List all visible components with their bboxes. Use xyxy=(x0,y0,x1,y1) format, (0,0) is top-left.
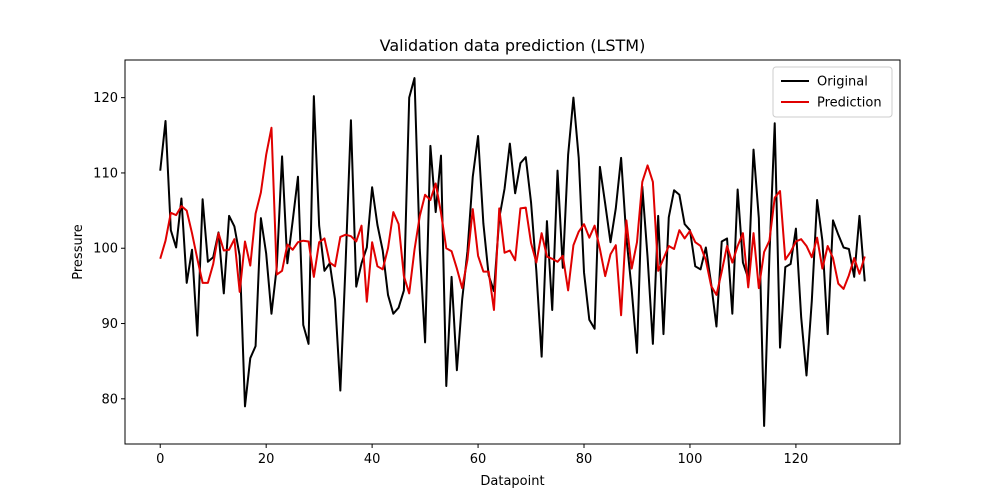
legend: Original Prediction xyxy=(772,66,893,118)
x-axis-label: Datapoint xyxy=(480,474,544,489)
x-tick-label: 100 xyxy=(678,452,703,467)
y-tick-label: 100 xyxy=(93,242,118,257)
legend-box xyxy=(772,66,893,118)
series-line-prediction xyxy=(159,126,866,317)
x-tick-label: 80 xyxy=(576,452,593,467)
y-tick-label: 80 xyxy=(101,392,118,407)
chart-title: Validation data prediction (LSTM) xyxy=(380,36,646,55)
x-tick-label: 20 xyxy=(258,452,275,467)
y-tick-label: 110 xyxy=(93,166,118,181)
y-tick-label: 90 xyxy=(101,317,118,332)
y-axis: 80 90 100 110 120 xyxy=(93,91,125,407)
legend-label-prediction: Prediction xyxy=(817,96,882,111)
y-tick-label: 120 xyxy=(93,91,118,106)
x-tick-label: 0 xyxy=(156,452,164,467)
legend-label-original: Original xyxy=(817,75,868,90)
x-tick-label: 120 xyxy=(783,452,808,467)
x-axis: 0 20 40 60 80 100 120 xyxy=(156,444,808,467)
x-tick-label: 40 xyxy=(364,452,381,467)
series-layer xyxy=(159,77,866,427)
plot-frame xyxy=(124,59,901,445)
x-tick-label: 60 xyxy=(470,452,487,467)
y-axis-label: Pressure xyxy=(71,224,86,280)
